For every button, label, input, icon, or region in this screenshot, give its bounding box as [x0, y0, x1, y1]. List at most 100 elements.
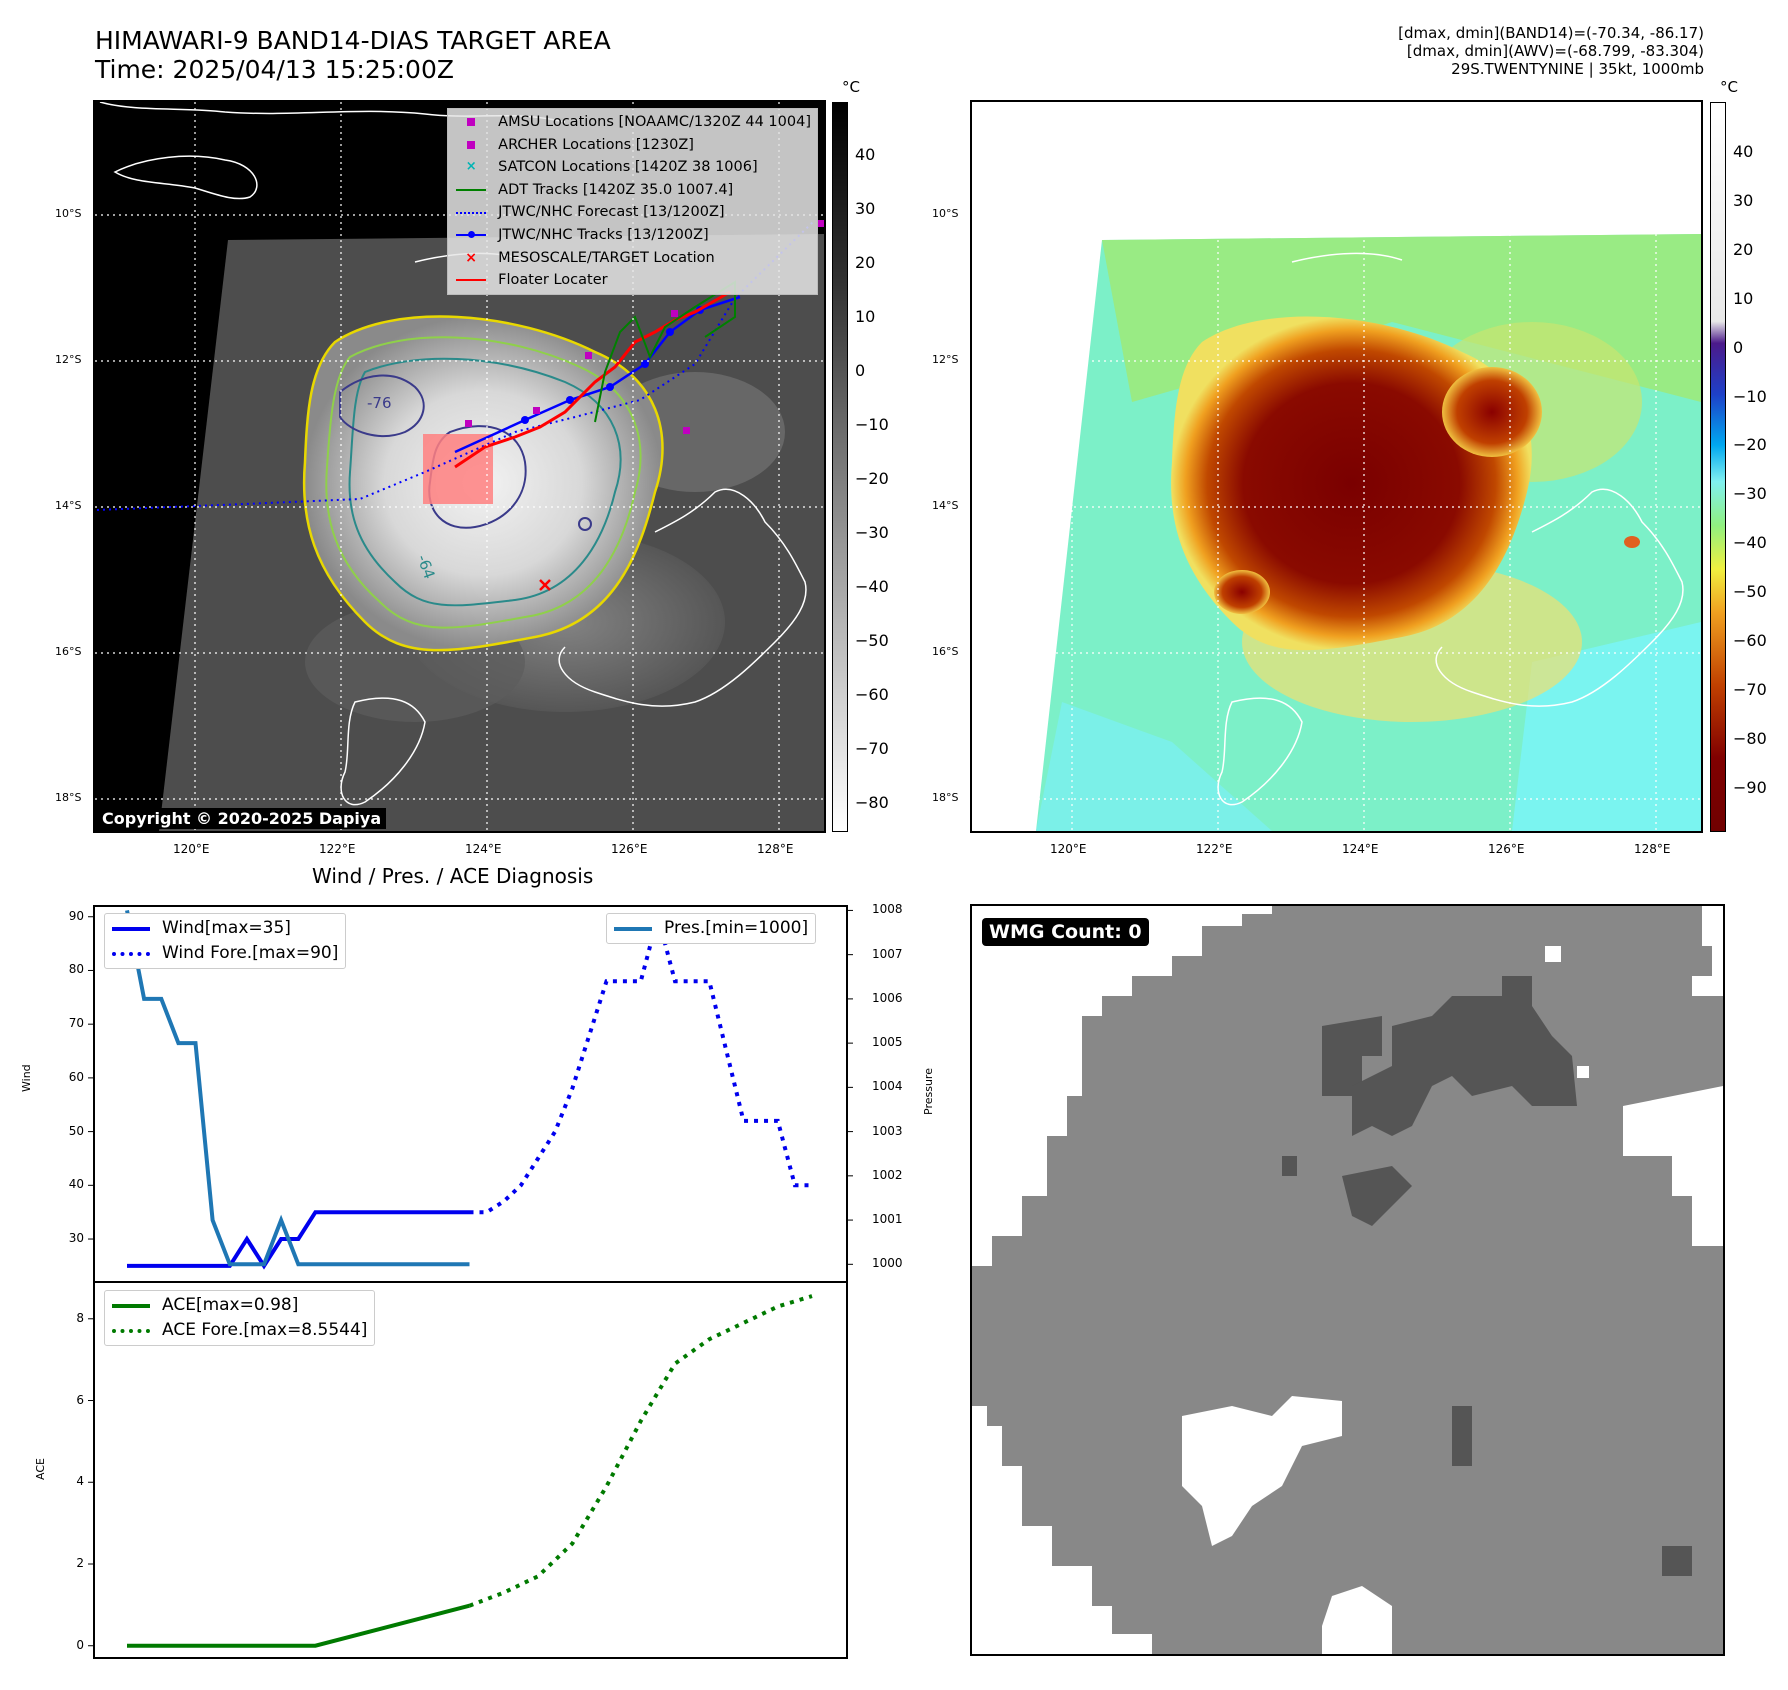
lon-label-122e: 122°E: [319, 842, 356, 856]
gray-colorbar-tick: 40: [855, 145, 876, 164]
color-colorbar-tick: −50: [1733, 582, 1767, 602]
y-tick-label: 2: [76, 1556, 84, 1570]
contour-inner: [348, 357, 622, 607]
y-tick-label: 1004: [872, 1079, 903, 1094]
color-colorbar: [1710, 102, 1726, 832]
gray-colorbar-tick: −50: [855, 631, 889, 650]
gray-colorbar-tick: −20: [855, 469, 889, 488]
dmax-band14: [dmax, dmin](BAND14)=(-70.34, -86.17): [1398, 24, 1704, 42]
y-tick-label: 6: [76, 1392, 84, 1407]
legend-item-tracks: JTWC/NHC Tracks [13/1200Z]: [456, 224, 811, 247]
diagnosis-chart: [88, 905, 853, 1659]
color-colorbar-tick: 10: [1733, 288, 1754, 308]
jtwc-track: [454, 295, 741, 454]
coastlines: [1217, 252, 1684, 806]
color-colorbar-tick: 0: [1733, 337, 1744, 357]
wmg-cold-regions: [1282, 976, 1692, 1576]
legend-wind-forecast: Wind Fore.[max=90]: [112, 941, 338, 966]
legend-pressure: Pres.[min=1000]: [614, 916, 808, 941]
legend-ace-swatch: [112, 1303, 150, 1308]
figure-stats-block: [dmax, dmin](BAND14)=(-70.34, -86.17) [d…: [1398, 24, 1704, 78]
y-tick-label: 1007: [872, 946, 903, 961]
color-colorbar-tick: 40: [1733, 142, 1754, 161]
legend-item-satcon: × SATCON Locations [1420Z 38 1006]: [465, 159, 758, 176]
series-pres-line: [125, 910, 470, 1267]
y-tick-label: 1006: [872, 990, 903, 1005]
lon-label-128e-right: 128°E: [1634, 842, 1671, 856]
wind-axis-label: Wind: [20, 1064, 33, 1092]
legend-wind-swatch: [112, 926, 150, 931]
color-colorbar-tick: −60: [1733, 631, 1767, 650]
legend-item-floater: Floater Locater: [456, 269, 811, 292]
y-tick-label: 30: [68, 1231, 84, 1246]
series-ace-line: [127, 1603, 471, 1648]
lon-label-120e: 120°E: [173, 842, 210, 856]
lat-label-14s: 14°S: [55, 499, 82, 512]
y-tick-label: 40: [68, 1177, 84, 1192]
gray-colorbar-tick: 0: [855, 361, 866, 380]
lat-label-18s: 18°S: [55, 791, 82, 804]
contour-outer: [302, 315, 664, 652]
wind-legend: Wind[max=35] Wind Fore.[max=90]: [104, 913, 347, 969]
color-colorbar-tick: −30: [1733, 484, 1767, 504]
ir-color-map: [972, 102, 1701, 831]
legend-ace-forecast: ACE Fore.[max=8.5544]: [112, 1318, 367, 1343]
y-tick-label: 60: [68, 1069, 84, 1084]
figure-title: HIMAWARI-9 BAND14-DIAS TARGET AREA: [95, 26, 611, 55]
y-tick-label: 8: [76, 1310, 84, 1325]
y-tick-label: 1003: [872, 1123, 903, 1138]
figure-time: Time: 2025/04/13 15:25:00Z: [95, 55, 454, 84]
y-tick-label: 0: [76, 1637, 84, 1652]
legend-ace: ACE[max=0.98]: [112, 1293, 367, 1318]
y-tick-label: 70: [68, 1016, 84, 1031]
legend-item-adt: ADT Tracks [1420Z 35.0 1007.4]: [456, 179, 811, 202]
y-tick-label: 50: [68, 1123, 84, 1138]
contour-core-1: [339, 374, 425, 437]
lat-label-18s-right: 18°S: [932, 791, 959, 804]
wmg-clear-regions: [972, 906, 1723, 1654]
gray-colorbar-tick: 10: [855, 307, 876, 326]
lon-label-124e-right: 124°E: [1342, 842, 1379, 856]
gridlines: [972, 102, 1701, 831]
ir-gray-map: -76 -64: [95, 102, 824, 831]
legend-item-archer: ARCHER Locations [1230Z]: [456, 134, 811, 157]
color-colorbar-tick: −80: [1733, 728, 1767, 748]
lat-label-14s-right: 14°S: [932, 499, 959, 512]
diagnosis-title: Wind / Pres. / ACE Diagnosis: [312, 864, 594, 888]
wmg-panel: WMG Count: 0: [970, 904, 1725, 1656]
y-tick-label: 1000: [872, 1256, 903, 1271]
ir-color-map-panel: [970, 100, 1703, 833]
wmg-count-badge: WMG Count: 0: [982, 918, 1149, 946]
target-area-box: [423, 434, 493, 504]
legend-item-amsu: AMSU Locations [NOAAMC/1320Z 44 1004]: [456, 111, 811, 134]
adt-track: [594, 280, 736, 423]
lon-label-128e: 128°E: [757, 842, 794, 856]
y-tick-label: 80: [68, 962, 84, 977]
color-colorbar-tick: 30: [1733, 190, 1754, 210]
color-colorbar-tick: 20: [1733, 239, 1754, 259]
color-colorbar-tick: −10: [1733, 386, 1767, 406]
lon-label-120e-right: 120°E: [1050, 842, 1087, 856]
gray-colorbar: [832, 102, 848, 832]
storm-info: 29S.TWENTYNINE | 35kt, 1000mb: [1451, 60, 1704, 78]
y-tick-label: 1008: [872, 902, 903, 917]
legend-item-target: × MESOSCALE/TARGET Location: [465, 249, 715, 266]
gray-colorbar-tick: −60: [855, 685, 889, 704]
ace-axes: [93, 1281, 848, 1659]
ace-legend: ACE[max=0.98] ACE Fore.[max=8.5544]: [104, 1290, 376, 1346]
gray-colorbar-unit: °C: [842, 78, 860, 96]
y-tick-label: 90: [68, 908, 84, 923]
figure-title-block: HIMAWARI-9 BAND14-DIAS TARGET AREA Time:…: [95, 26, 611, 84]
gray-colorbar-tick: −10: [855, 415, 889, 434]
copyright-label: Copyright © 2020-2025 Dapiya: [97, 808, 387, 829]
y-tick-label: 1002: [872, 1167, 903, 1182]
lon-label-126e: 126°E: [611, 842, 648, 856]
series-wind-line: [127, 1210, 470, 1270]
gray-colorbar-tick: −80: [855, 793, 889, 812]
y-tick-label: 4: [76, 1474, 84, 1489]
series-wind-fore-line: [469, 908, 812, 1215]
wmg-map: [972, 906, 1723, 1654]
color-colorbar-tick: −70: [1733, 679, 1767, 699]
lat-label-16s: 16°S: [55, 645, 82, 658]
color-colorbar-tick: −20: [1733, 435, 1767, 455]
